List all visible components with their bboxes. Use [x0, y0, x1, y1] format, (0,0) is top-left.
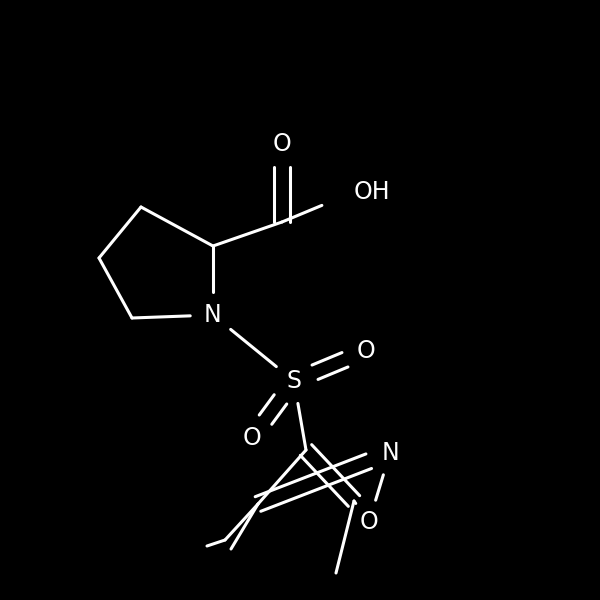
Text: N: N	[381, 441, 399, 465]
Text: O: O	[356, 339, 376, 363]
Text: O: O	[272, 132, 292, 156]
Text: OH: OH	[354, 180, 391, 204]
Text: N: N	[204, 303, 222, 327]
Text: S: S	[287, 369, 302, 393]
Text: O: O	[359, 510, 379, 534]
Text: O: O	[242, 426, 262, 450]
